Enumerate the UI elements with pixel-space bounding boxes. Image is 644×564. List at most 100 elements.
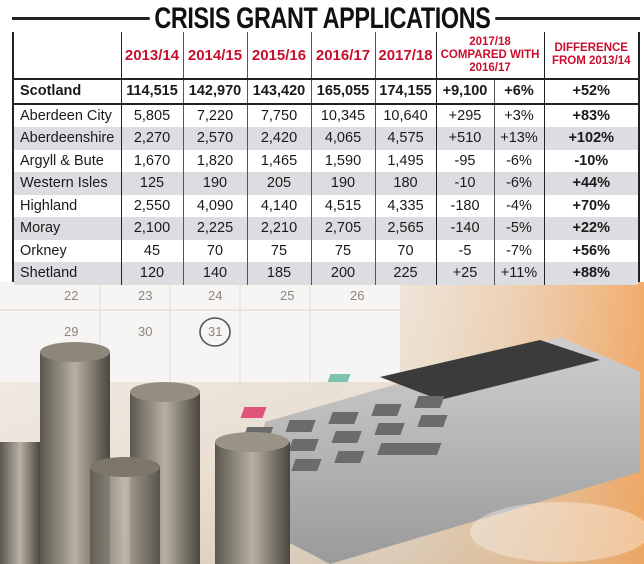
value-cell: 143,420 (246, 78, 311, 105)
calculator-icon (240, 337, 640, 564)
value-cell: 225 (374, 262, 436, 285)
value-cell: 7,750 (246, 103, 311, 127)
value-cell: 190 (182, 172, 247, 195)
circled-date-icon (199, 317, 231, 347)
calendar-day: 26 (350, 288, 364, 303)
difference-cell: +88% (543, 262, 638, 285)
value-cell: 75 (246, 239, 311, 262)
value-cell: 2,705 (310, 217, 375, 240)
value-cell: 190 (310, 172, 375, 195)
change-pct-cell: +11% (493, 262, 544, 285)
value-cell: 70 (374, 239, 436, 262)
difference-cell: +83% (543, 103, 638, 127)
value-cell: 4,575 (374, 127, 436, 150)
value-cell: 1,465 (246, 149, 311, 172)
table-row: Orkney 45 70 75 75 70 -5 -7% +56% (14, 239, 638, 262)
table-row: Shetland 120 140 185 200 225 +25 +11% +88% (14, 262, 638, 285)
header-year: 2014/15 (182, 32, 247, 79)
value-cell: 70 (182, 239, 247, 262)
value-cell: 205 (246, 172, 311, 195)
table-row: Western Isles 125 190 205 190 180 -10 -6% +44% (14, 172, 638, 195)
value-cell: 174,155 (374, 78, 436, 105)
change-pct-cell: -5% (493, 217, 544, 240)
value-cell: 125 (120, 172, 183, 195)
table-row: Scotland 114,515 142,970 143,420 165,055 174,… (14, 78, 638, 105)
value-cell: 2,100 (120, 217, 183, 240)
change-pct-cell: -6% (493, 149, 544, 172)
difference-cell: +56% (543, 239, 638, 262)
change-abs-cell: +295 (435, 103, 494, 127)
value-cell: 2,565 (374, 217, 436, 240)
value-cell: 2,550 (120, 194, 183, 217)
table-row: Argyll & Bute 1,670 1,820 1,465 1,590 1,495 -9… (14, 149, 638, 172)
value-cell: 165,055 (310, 78, 375, 105)
region-cell: Western Isles (14, 172, 121, 195)
value-cell: 1,670 (120, 149, 183, 172)
coins-calculator-calendar-photo: 22 23 24 25 26 29 30 31 (0, 282, 644, 564)
value-cell: 2,420 (246, 127, 311, 150)
header-year: 2015/16 (246, 32, 311, 79)
region-cell: Highland (20, 197, 78, 214)
calendar-day: 24 (208, 288, 222, 303)
value-cell: 4,335 (374, 194, 436, 217)
difference-cell: +22% (543, 217, 638, 240)
calendar-day: 23 (138, 288, 152, 303)
value-cell: 5,805 (120, 103, 183, 127)
calendar-day: 30 (138, 324, 152, 339)
region-cell: Moray (14, 217, 121, 240)
value-cell: 120 (120, 262, 183, 285)
change-abs-cell: -10 (435, 172, 494, 195)
region-cell: Argyll & Bute (20, 152, 104, 169)
value-cell: 142,970 (182, 78, 247, 105)
value-cell: 2,210 (246, 217, 311, 240)
change-abs-cell: -180 (435, 194, 494, 217)
value-cell: 180 (374, 172, 436, 195)
region-cell: Aberdeenshire (14, 127, 121, 150)
region-cell: Orkney (20, 242, 67, 259)
value-cell: 4,065 (310, 127, 375, 150)
value-cell: 1,495 (374, 149, 436, 172)
region-cell: Aberdeen City (20, 107, 112, 124)
region-cell: Shetland (14, 262, 121, 285)
value-cell: 2,570 (182, 127, 247, 150)
header-region (14, 32, 121, 79)
coin-stacks-icon (0, 342, 290, 564)
header-year: 2017/18 (374, 32, 436, 79)
value-cell: 200 (310, 262, 375, 285)
value-cell: 4,090 (182, 194, 247, 217)
table-body: Scotland 114,515 142,970 143,420 165,055 174,… (14, 78, 638, 285)
region-cell: Scotland (14, 78, 121, 105)
value-cell: 4,140 (246, 194, 311, 217)
value-cell: 10,345 (310, 103, 375, 127)
value-cell: 45 (120, 239, 183, 262)
background-photo: 22 23 24 25 26 29 30 31 (0, 282, 644, 564)
value-cell: 7,220 (182, 103, 247, 127)
value-cell: 2,225 (182, 217, 247, 240)
value-cell: 10,640 (374, 103, 436, 127)
header-difference: DIFFERENCE FROM 2013/14 (543, 32, 638, 79)
value-cell: 114,515 (120, 78, 183, 105)
change-pct-cell: -6% (493, 172, 544, 195)
title-bar: CRISIS GRANT APPLICATIONS (0, 0, 644, 38)
difference-cell: +70% (543, 194, 638, 217)
header-compared: 2017/18 COMPARED WITH 2016/17 (435, 32, 544, 79)
change-abs-cell: -5 (435, 239, 494, 262)
calendar-day: 22 (64, 288, 78, 303)
change-pct-cell: -7% (493, 239, 544, 262)
change-pct-cell: +13% (493, 127, 544, 150)
value-cell: 1,590 (310, 149, 375, 172)
difference-cell: +52% (543, 78, 638, 105)
change-pct-cell: +3% (493, 103, 544, 127)
value-cell: 185 (246, 262, 311, 285)
change-pct-cell: +6% (493, 78, 544, 105)
data-table: 2013/14 2014/15 2015/16 2016/17 2017/18 … (14, 32, 638, 285)
change-abs-cell: -140 (435, 217, 494, 240)
difference-cell: +102% (543, 127, 638, 150)
change-abs-cell: +25 (435, 262, 494, 285)
table-row: Aberdeenshire 2,270 2,570 2,420 4,065 4,575 +5… (14, 127, 638, 150)
header-year: 2013/14 (120, 32, 183, 79)
header-row: 2013/14 2014/15 2015/16 2016/17 2017/18 … (14, 32, 638, 79)
difference-cell: -10% (543, 149, 638, 172)
table-row: Aberdeen City 5,805 7,220 7,750 10,345 10,640… (14, 103, 638, 127)
change-abs-cell: -95 (435, 149, 494, 172)
